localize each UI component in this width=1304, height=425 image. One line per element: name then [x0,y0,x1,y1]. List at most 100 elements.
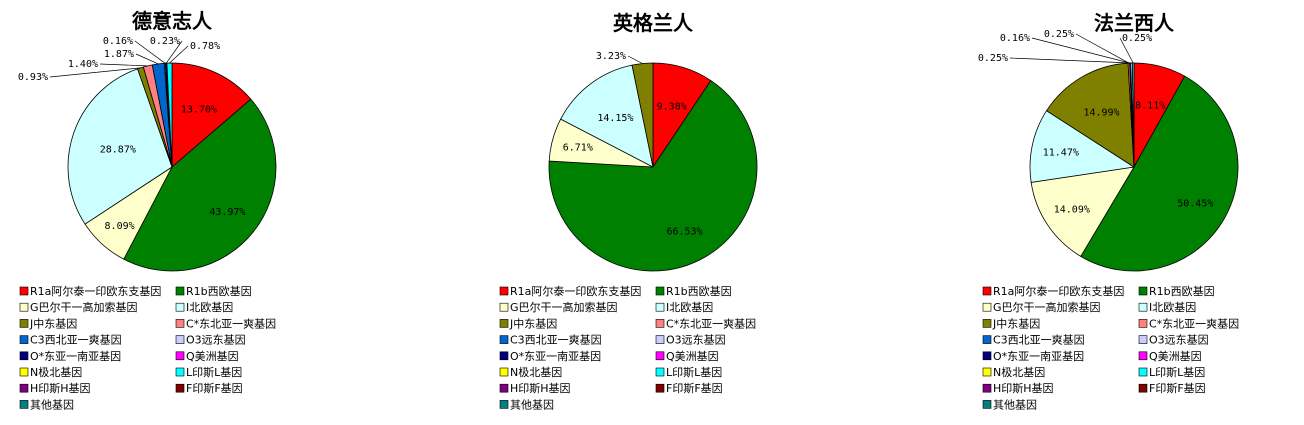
slice-data-label: 14.15% [597,113,633,124]
pie-slice [171,62,252,168]
pie-slice [166,62,173,168]
legend-label: Q美洲基因 [666,350,719,363]
legend-label: N极北基因 [30,365,82,379]
legend-label: F印斯F基因 [186,382,243,395]
legend-swatch [19,367,29,377]
legend-2: R1a阿尔泰一印欧东支基因 R1b西欧基因 G巴尔干一高加索基因 I北欧基因 J中东基因… [982,284,1239,411]
legend-swatch [19,383,29,393]
legend-swatch [982,351,992,361]
legend-swatch [655,319,665,328]
slice-data-label: 0.16% [1000,33,1030,44]
legend-swatch [19,302,29,312]
legend-swatch [982,319,992,328]
slice-data-label: 6.71% [563,142,593,153]
legend-label: C*东北亚一爽基因 [666,317,756,330]
slice-data-label: 0.23% [150,36,180,47]
leader-line [1031,37,1131,64]
legend-label: C3西北亚一爽基因 [510,334,602,347]
legend-label: J中东基因 [29,317,77,330]
slice-data-label: 28.87% [100,145,136,156]
legend-swatch [982,367,992,377]
legend-swatch [1138,319,1148,328]
legend-swatch [1138,302,1148,312]
slice-data-label: 66.53% [666,226,702,237]
slice-data-label: 9.38% [657,101,687,112]
pie-slice [560,64,654,168]
legend-label: L印斯L基因 [1149,366,1205,379]
legend-swatch [982,383,992,393]
slice-data-label: 0.25% [978,53,1008,64]
legend-swatch [175,367,185,377]
slice-data-label: 43.97% [209,207,245,218]
legend-swatch [499,335,509,344]
legend-label: O3远东基因 [1149,334,1209,347]
legend-label: 其他基因 [993,398,1037,411]
slice-data-label: 8.11% [1135,101,1165,112]
legend-swatch [655,383,665,393]
slice-data-label: 3.23% [596,51,626,62]
pie-slice [1045,62,1135,168]
legend-0: R1a阿尔泰一印欧东支基因 R1b西欧基因 G巴尔干一高加索基因 I北欧基因 J中东基因… [19,284,276,411]
legend-label: C*东北亚一爽基因 [1149,317,1239,330]
legend-swatch [19,286,29,296]
pie-group: 13.70% 43.97% 8.09% 28.87% 0.93% 1.40% 1.87% 0.… [18,29,1239,272]
pie-slice [1080,75,1239,272]
legend-label: G巴尔干一高加索基因 [30,300,138,314]
slice-data-label: 8.09% [105,221,135,232]
pie-chart-0: 13.70% 43.97% 8.09% 28.87% 0.93% 1.40% 1.87% 0.… [18,36,277,272]
legend-swatch [19,335,29,344]
legend-swatch [982,286,992,296]
legend-label: H印斯H基因 [510,382,571,395]
legend-label: N极北基因 [510,365,562,379]
slice-data-label: 11.47% [1043,147,1079,158]
legend-swatch [655,351,665,361]
legend-swatch [175,383,185,393]
leader-line [99,63,148,67]
legend-label: R1a阿尔泰一印欧东支基因 [30,284,161,298]
leader-line [135,53,159,65]
legend-label: O3远东基因 [186,334,246,347]
legend-label: G巴尔干一高加索基因 [510,300,618,314]
pie-slice [1030,166,1135,257]
legend-swatch [1138,335,1148,344]
legend-label: R1b西欧基因 [1149,285,1215,298]
leader-line [169,45,189,64]
legend-label: Q美洲基因 [186,350,239,363]
legend-swatch [499,302,509,312]
legend-swatch [655,286,665,296]
leader-line [1009,57,1132,64]
legend-label: L印斯L基因 [186,366,242,379]
legend-swatch [175,286,185,296]
legend-label: F印斯F基因 [666,382,723,395]
slice-data-label: 13.70% [181,104,217,115]
slice-data-label: 1.87% [104,49,134,60]
chart-title-german: 德意志人 [132,9,213,33]
legend-label: R1b西欧基因 [666,285,732,298]
legend-swatch [1138,351,1148,361]
legend-label: O*东亚一南亚基因 [510,350,601,363]
pie-slice [548,79,758,272]
legend-swatch [655,367,665,377]
slice-data-label: 0.25% [1044,29,1074,40]
legend-label: L印斯L基因 [666,366,722,379]
pie-chart-2: 8.11% 50.45% 14.09% 11.47% 14.99% 0.25% 0.16% 0… [978,29,1239,272]
legend-swatch [982,302,992,312]
legend-swatch [499,400,509,409]
legend-swatch [655,302,665,312]
slice-data-label: 0.93% [18,72,48,83]
legend-swatch [19,400,29,409]
slice-data-label: 0.78% [190,41,220,52]
legend-swatch [499,367,509,377]
slice-data-label: 1.40% [68,59,98,70]
legend-label: I北欧基因 [186,301,233,314]
legend-label: 其他基因 [510,398,554,411]
legend-swatch [982,400,992,409]
pie-slice [123,98,277,272]
slice-data-label: 50.45% [1177,198,1213,209]
legend-swatch [499,383,509,393]
legend-swatch [1138,367,1148,377]
legend-label: I北欧基因 [1149,301,1196,314]
legend-label: O3远东基因 [666,334,726,347]
legend-label: 其他基因 [30,398,74,411]
